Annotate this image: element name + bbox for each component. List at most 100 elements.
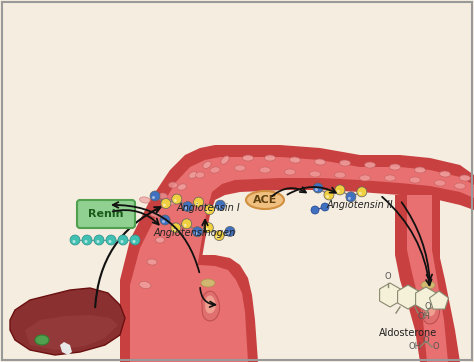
Ellipse shape bbox=[169, 199, 177, 205]
Polygon shape bbox=[120, 145, 474, 362]
FancyBboxPatch shape bbox=[77, 200, 135, 228]
Circle shape bbox=[150, 191, 160, 201]
Ellipse shape bbox=[35, 335, 49, 345]
Circle shape bbox=[311, 206, 319, 214]
Circle shape bbox=[207, 210, 210, 212]
Polygon shape bbox=[202, 291, 219, 321]
Ellipse shape bbox=[315, 159, 326, 165]
Circle shape bbox=[215, 200, 225, 210]
Circle shape bbox=[335, 185, 345, 195]
Circle shape bbox=[82, 235, 92, 245]
Ellipse shape bbox=[259, 167, 271, 173]
Circle shape bbox=[109, 240, 111, 243]
Polygon shape bbox=[422, 294, 439, 324]
Circle shape bbox=[120, 240, 124, 243]
Circle shape bbox=[218, 205, 220, 208]
Circle shape bbox=[84, 240, 88, 243]
Ellipse shape bbox=[139, 281, 151, 289]
Circle shape bbox=[130, 235, 140, 245]
Polygon shape bbox=[147, 265, 248, 362]
Text: Angiotensin II: Angiotensin II bbox=[327, 200, 393, 210]
Circle shape bbox=[204, 205, 214, 215]
Ellipse shape bbox=[235, 165, 246, 171]
Circle shape bbox=[73, 240, 75, 243]
Polygon shape bbox=[10, 288, 125, 355]
Text: O: O bbox=[425, 302, 431, 311]
Ellipse shape bbox=[195, 172, 204, 178]
Circle shape bbox=[70, 235, 80, 245]
Text: ACE: ACE bbox=[253, 195, 277, 205]
Circle shape bbox=[216, 236, 219, 239]
Circle shape bbox=[359, 192, 362, 195]
Circle shape bbox=[174, 199, 177, 202]
Ellipse shape bbox=[339, 160, 350, 166]
Circle shape bbox=[203, 223, 213, 233]
Circle shape bbox=[94, 235, 104, 245]
Circle shape bbox=[196, 202, 199, 205]
Text: O: O bbox=[423, 336, 429, 345]
Circle shape bbox=[324, 190, 334, 200]
Circle shape bbox=[183, 224, 187, 227]
Ellipse shape bbox=[158, 193, 167, 199]
Ellipse shape bbox=[414, 167, 426, 173]
Circle shape bbox=[337, 190, 340, 193]
Ellipse shape bbox=[290, 157, 301, 163]
Text: OH: OH bbox=[418, 312, 430, 321]
Ellipse shape bbox=[390, 164, 401, 170]
Text: Angiotensinogen: Angiotensinogen bbox=[154, 228, 236, 238]
Ellipse shape bbox=[150, 211, 160, 217]
Polygon shape bbox=[380, 283, 401, 307]
Ellipse shape bbox=[421, 281, 435, 289]
Circle shape bbox=[161, 198, 171, 209]
Circle shape bbox=[133, 240, 136, 243]
Polygon shape bbox=[130, 157, 474, 362]
Circle shape bbox=[193, 197, 203, 207]
Polygon shape bbox=[407, 195, 448, 362]
Circle shape bbox=[357, 187, 367, 197]
Ellipse shape bbox=[210, 167, 220, 173]
Ellipse shape bbox=[147, 259, 157, 265]
Ellipse shape bbox=[284, 169, 295, 175]
Ellipse shape bbox=[435, 180, 446, 186]
Polygon shape bbox=[425, 299, 436, 316]
Text: O: O bbox=[385, 272, 392, 281]
Circle shape bbox=[346, 192, 356, 202]
Ellipse shape bbox=[243, 155, 254, 161]
Circle shape bbox=[192, 227, 202, 237]
Circle shape bbox=[227, 231, 230, 235]
Polygon shape bbox=[60, 342, 72, 355]
Ellipse shape bbox=[335, 172, 346, 178]
Ellipse shape bbox=[264, 155, 275, 161]
Text: O: O bbox=[433, 342, 439, 351]
Ellipse shape bbox=[201, 279, 215, 287]
Circle shape bbox=[160, 215, 170, 225]
Polygon shape bbox=[25, 315, 118, 350]
Circle shape bbox=[163, 203, 166, 207]
Text: OH: OH bbox=[409, 342, 421, 351]
Text: Angiotensin I: Angiotensin I bbox=[176, 203, 240, 213]
Ellipse shape bbox=[310, 171, 320, 177]
Polygon shape bbox=[135, 255, 258, 362]
Circle shape bbox=[348, 197, 351, 200]
Circle shape bbox=[162, 220, 165, 223]
Ellipse shape bbox=[168, 182, 177, 188]
Circle shape bbox=[214, 231, 224, 241]
Circle shape bbox=[326, 195, 329, 198]
Circle shape bbox=[185, 207, 188, 210]
Circle shape bbox=[321, 203, 329, 211]
Circle shape bbox=[182, 219, 191, 229]
Text: Renin: Renin bbox=[88, 209, 124, 219]
Ellipse shape bbox=[410, 177, 420, 183]
Ellipse shape bbox=[439, 171, 450, 177]
Circle shape bbox=[225, 227, 235, 236]
Circle shape bbox=[194, 232, 198, 235]
Polygon shape bbox=[398, 285, 419, 309]
Circle shape bbox=[106, 235, 116, 245]
Polygon shape bbox=[416, 287, 437, 311]
Ellipse shape bbox=[221, 156, 229, 164]
Circle shape bbox=[172, 194, 182, 204]
Ellipse shape bbox=[459, 175, 471, 181]
Circle shape bbox=[205, 228, 209, 231]
Polygon shape bbox=[429, 291, 448, 309]
Circle shape bbox=[152, 196, 155, 199]
